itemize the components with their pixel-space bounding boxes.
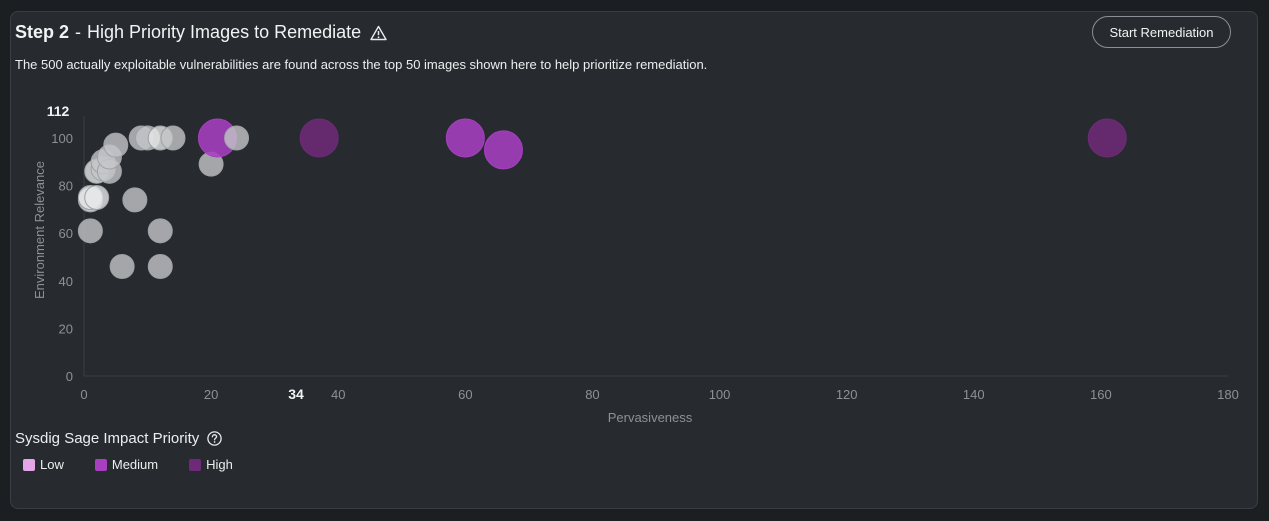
start-remediation-button[interactable]: Start Remediation — [1092, 16, 1231, 48]
title-text: High Priority Images to Remediate — [87, 22, 362, 42]
data-point — [224, 125, 250, 151]
y-tick-label: 100 — [51, 131, 73, 146]
card-subtitle: The 500 actually exploitable vulnerabili… — [15, 57, 708, 72]
y-tick-label: 40 — [59, 274, 73, 289]
legend-item-high: High — [189, 457, 233, 472]
step-label: Step 2 — [15, 22, 70, 42]
x-axis-title: Pervasiveness — [608, 410, 693, 425]
legend-title-text: Sysdig Sage Impact Priority — [15, 430, 200, 447]
warning-triangle-icon — [370, 25, 387, 41]
y-tick-label: 0 — [66, 369, 73, 384]
y-tick-label: 60 — [59, 226, 73, 241]
legend-swatch-medium — [94, 458, 107, 471]
data-point — [84, 185, 110, 210]
data-point — [77, 218, 103, 244]
data-point — [103, 132, 129, 158]
legend-item-medium: Medium — [94, 457, 159, 472]
y-axis-title: Environment Relevance — [32, 161, 47, 299]
data-point — [445, 118, 485, 158]
data-point — [299, 118, 339, 158]
remediation-card — [10, 11, 1258, 509]
data-point — [147, 254, 173, 280]
legend-label-low: Low — [40, 457, 64, 472]
data-point — [109, 254, 135, 280]
chart-points — [77, 118, 1127, 280]
card-title: Step 2 - High Priority Images to Remedia… — [15, 22, 387, 43]
legend: Low Medium High — [23, 457, 264, 472]
title-separator: - — [75, 22, 82, 42]
x-highlight-label: 34 — [288, 386, 304, 402]
x-tick-label: 80 — [585, 387, 599, 402]
x-tick-label: 180 — [1217, 387, 1239, 402]
legend-swatch-high — [189, 458, 202, 471]
legend-label-medium: Medium — [111, 457, 159, 472]
x-tick-label: 40 — [331, 387, 345, 402]
legend-item-low: Low — [23, 457, 64, 472]
data-point — [122, 187, 148, 213]
x-tick-label: 60 — [458, 387, 472, 402]
y-tick-label: 80 — [59, 179, 73, 194]
question-circle-icon[interactable] — [207, 431, 222, 446]
legend-swatch-low — [23, 458, 35, 471]
x-tick-label: 160 — [1090, 387, 1112, 402]
legend-label-high: High — [206, 457, 233, 472]
x-tick-label: 0 — [80, 387, 87, 402]
y-tick-label: 20 — [59, 321, 73, 336]
x-tick-label: 140 — [963, 387, 985, 402]
y-highlight-label: 112 — [47, 103, 70, 119]
legend-title: Sysdig Sage Impact Priority — [15, 430, 222, 447]
x-tick-label: 100 — [709, 387, 731, 402]
data-point — [160, 125, 186, 151]
x-tick-label: 20 — [204, 387, 218, 402]
data-point — [483, 130, 523, 170]
data-point — [147, 218, 173, 244]
x-tick-label: 120 — [836, 387, 858, 402]
scatter-chart: 0 20 40 60 80 100 120 140 160 180 0 20 40 60 80 100 34 11… — [32, 103, 1239, 425]
chart-axes: 0 20 40 60 80 100 120 140 160 180 0 20 40 60 80 100 34 11… — [32, 103, 1239, 425]
data-point — [1087, 118, 1127, 158]
